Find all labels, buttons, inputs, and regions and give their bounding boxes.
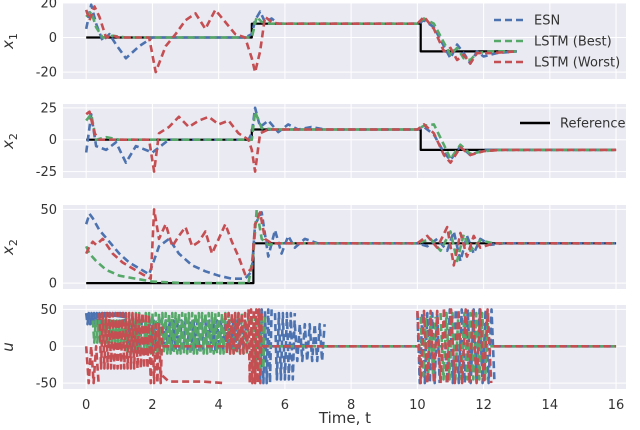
x-tick-label: 8 (347, 398, 355, 413)
y-tick-label: -20 (36, 66, 57, 81)
series-lstm-worst-burst (98, 311, 151, 370)
panel-4: -50 0 50 u (0, 303, 626, 392)
y-axis-label: x2 (0, 133, 20, 150)
series-lstm-worst-burst (84, 344, 100, 385)
series-lstm-worst (84, 5, 517, 74)
y-axis-label-sub: 2 (7, 133, 20, 140)
series-lstm-worst-burst (147, 322, 164, 385)
series-lstm-worst (85, 208, 617, 281)
y-tick-label: 50 (40, 203, 57, 218)
x-tick-label: 0 (82, 398, 90, 413)
x-tick-label: 16 (608, 398, 625, 413)
y-tick-label: 50 (40, 303, 57, 318)
series-lstm-worst-burst (416, 309, 446, 385)
y-axis-label: u (0, 342, 17, 352)
x-tick-label: 14 (542, 398, 559, 413)
panel-lines (84, 308, 617, 385)
y-tick-label: -25 (36, 165, 57, 180)
y-tick-label: 0 (49, 133, 57, 148)
legend-label: Reference (560, 117, 625, 132)
panel-lines (84, 106, 617, 173)
panel-3: 0 50 x2 (0, 203, 626, 292)
series-esn-burst (273, 311, 297, 381)
series-lstm-worst-burst (442, 308, 493, 385)
y-axis-label-sub: 2 (7, 239, 20, 246)
series-esn-burst (442, 308, 496, 385)
series-lstm-best (85, 10, 517, 62)
legend-label: ESN (534, 14, 560, 29)
y-axis-label-sub: 1 (7, 33, 20, 40)
series-esn-burst (293, 322, 326, 363)
x-tick-label: 2 (148, 398, 156, 413)
series-lstm-worst-burst (224, 311, 250, 355)
panel-lines (84, 3, 517, 74)
y-axis-label-main: x (0, 140, 17, 150)
legend-label: LSTM (Best) (534, 35, 612, 50)
series-lstm-best (85, 110, 617, 161)
x-tick-label: 12 (475, 398, 492, 413)
legend-main: ESN LSTM (Best) LSTM (Worst) (494, 14, 620, 71)
series-lstm-best (85, 208, 617, 285)
panel-2: -25 0 25 x2 (0, 101, 626, 180)
series-lstm-worst (85, 110, 617, 173)
series-esn-burst (416, 311, 441, 385)
legend-reference: Reference (520, 117, 625, 132)
series-esn (84, 3, 517, 65)
panel-lines (84, 208, 617, 285)
y-tick-label: 0 (49, 340, 57, 355)
x-tick-label: 4 (215, 398, 223, 413)
panel-background (63, 205, 626, 289)
y-axis-label-main: x (0, 246, 17, 256)
legend-label: LSTM (Worst) (534, 56, 620, 71)
y-tick-label: 25 (40, 101, 57, 116)
panel-1: -20 0 20 x1 (0, 0, 626, 81)
y-tick-label: 20 (40, 0, 57, 12)
x-tick-label: 10 (409, 398, 426, 413)
x-tick-label: 6 (281, 398, 289, 413)
y-axis-label: x1 (0, 33, 20, 50)
y-tick-label: -50 (36, 377, 57, 392)
y-tick-label: 0 (49, 277, 57, 292)
y-axis-label-main: u (0, 342, 17, 352)
y-axis-label: x2 (0, 239, 20, 256)
x-axis-label: Time, t (318, 409, 371, 427)
series-esn (84, 211, 617, 281)
y-axis-label-main: x (0, 40, 17, 50)
series-lstm-worst-burst (247, 308, 263, 385)
series-lstm-worst-saturation (161, 374, 226, 385)
y-tick-label: 0 (49, 31, 57, 46)
